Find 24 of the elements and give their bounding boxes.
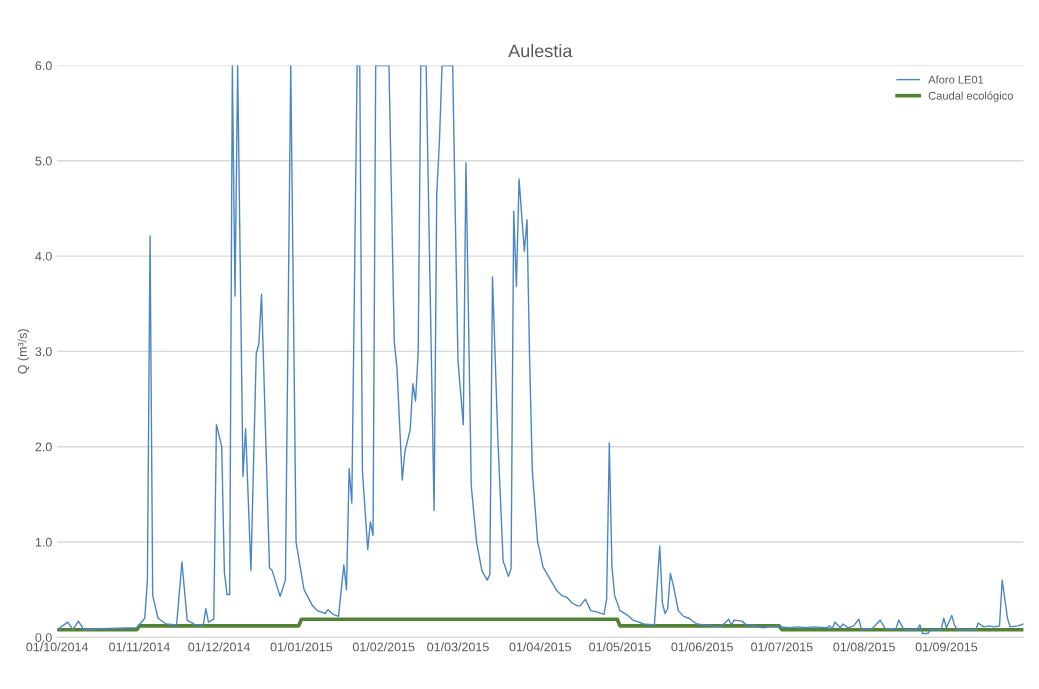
legend-label: Caudal ecológico bbox=[928, 91, 1013, 102]
x-tick-label: 01/03/2015 bbox=[427, 642, 489, 652]
y-axis-title: Q (m³/s) bbox=[17, 329, 30, 374]
y-tick-label: 1.0 bbox=[35, 537, 52, 547]
x-tick-label: 01/05/2015 bbox=[589, 642, 651, 652]
y-tick-label: 3.0 bbox=[35, 347, 52, 357]
x-tick-label: 01/09/2015 bbox=[915, 642, 978, 652]
x-tick-label: 01/06/2015 bbox=[671, 642, 733, 652]
y-tick-label: 6.0 bbox=[35, 61, 52, 71]
chart-title: Aulestia bbox=[508, 44, 573, 58]
y-tick-label: 2.0 bbox=[35, 442, 52, 452]
x-tick-label: 01/10/2014 bbox=[26, 642, 89, 652]
y-tick-label: 4.0 bbox=[35, 251, 52, 261]
x-tick-label: 01/11/2014 bbox=[109, 642, 170, 652]
x-tick-label: 01/01/2015 bbox=[270, 642, 333, 652]
x-tick-label: 01/07/2015 bbox=[751, 642, 813, 652]
x-tick-label: 01/04/2015 bbox=[509, 642, 572, 652]
x-tick-label: 01/08/2015 bbox=[833, 642, 895, 652]
x-tick-label: 01/02/2015 bbox=[352, 642, 415, 652]
line-series bbox=[57, 65, 1024, 635]
y-tick-label: 5.0 bbox=[35, 156, 52, 166]
legend-label: Aforo LE01 bbox=[928, 75, 984, 84]
x-tick-label: 01/12/2014 bbox=[188, 642, 250, 652]
y-tick-label: 0.0 bbox=[35, 633, 52, 642]
